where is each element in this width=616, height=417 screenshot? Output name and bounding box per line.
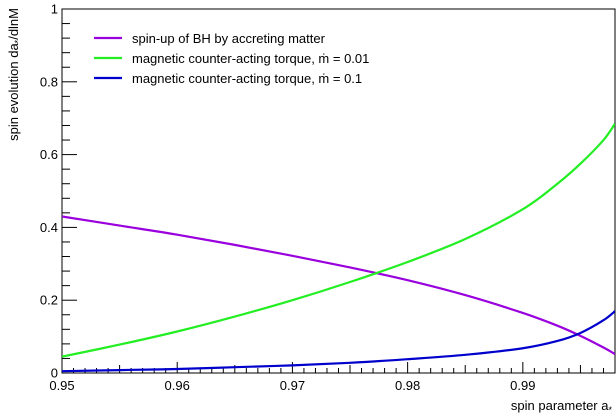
- legend-label-2: magnetic counter-acting torque, ṁ = 0.01: [132, 51, 369, 66]
- x-tick-label: 0.95: [49, 378, 74, 393]
- y-tick-label: 0.2: [40, 293, 58, 308]
- y-axis-label: spin evolution da*/dlnM: [6, 8, 23, 141]
- x-axis-label: spin parameter a*: [511, 398, 613, 415]
- x-tick-label: 0.96: [165, 378, 190, 393]
- legend: spin-up of BH by accreting matter magneti…: [94, 31, 369, 86]
- x-tick-label: 0.99: [510, 378, 535, 393]
- legend-label-3: magnetic counter-acting torque, ṁ = 0.1: [132, 71, 362, 86]
- series-group: [62, 123, 615, 373]
- y-tick-label: 0.6: [40, 147, 58, 162]
- legend-label-1: spin-up of BH by accreting matter: [132, 31, 326, 46]
- y-tick-label: 1: [51, 2, 58, 17]
- axes: 0.95 0.96 0.97 0.98 0.99 0 0.2 0.4 0.6 0.8 1: [40, 2, 616, 393]
- series-line-3: [62, 310, 615, 373]
- y-tick-label: 0.4: [40, 220, 58, 235]
- series-line-2: [62, 123, 615, 358]
- series-line-1: [62, 215, 615, 356]
- x-tick-label: 0.97: [280, 378, 305, 393]
- x-tick-label: 0.98: [395, 378, 420, 393]
- y-tick-label: 0: [51, 366, 58, 381]
- y-tick-label: 0.8: [40, 74, 58, 89]
